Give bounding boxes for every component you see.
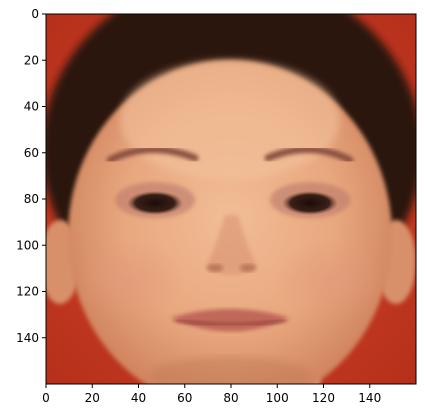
y-tick-label: 40: [24, 100, 39, 114]
y-tick-label: 100: [16, 238, 39, 252]
y-tick-label: 0: [31, 7, 39, 21]
nostril-right: [240, 264, 256, 272]
y-tick-label: 140: [16, 331, 39, 345]
left-cheek: [75, 240, 185, 320]
x-tick-label: 40: [131, 391, 146, 405]
y-tick-label: 80: [24, 192, 39, 206]
lips: [170, 309, 290, 332]
y-tick-label: 120: [16, 285, 39, 299]
nose: [205, 215, 258, 275]
smile-line: [174, 318, 287, 327]
left-eye: [127, 191, 183, 215]
x-tick-label: 20: [85, 391, 100, 405]
nostril-left: [207, 264, 223, 272]
forehead-highlight: [120, 60, 340, 180]
right-cheek: [275, 240, 385, 320]
x-tick-label: 60: [177, 391, 192, 405]
x-axis: 0 20 40 60 80 100 120 140: [42, 384, 381, 405]
left-eyebrow: [106, 146, 199, 164]
y-tick-label: 60: [24, 146, 39, 160]
y-axis: 0 20 40 60 80 100 120 140: [16, 7, 46, 345]
face-photo: [46, 14, 416, 384]
right-eyebrow: [264, 146, 354, 164]
x-tick-label: 140: [358, 391, 381, 405]
y-tick-label: 20: [24, 53, 39, 67]
x-tick-label: 0: [42, 391, 50, 405]
right-eye: [282, 191, 338, 215]
x-tick-label: 120: [312, 391, 335, 405]
x-tick-label: 80: [223, 391, 238, 405]
chin-shadow: [150, 357, 310, 384]
x-tick-label: 100: [266, 391, 289, 405]
